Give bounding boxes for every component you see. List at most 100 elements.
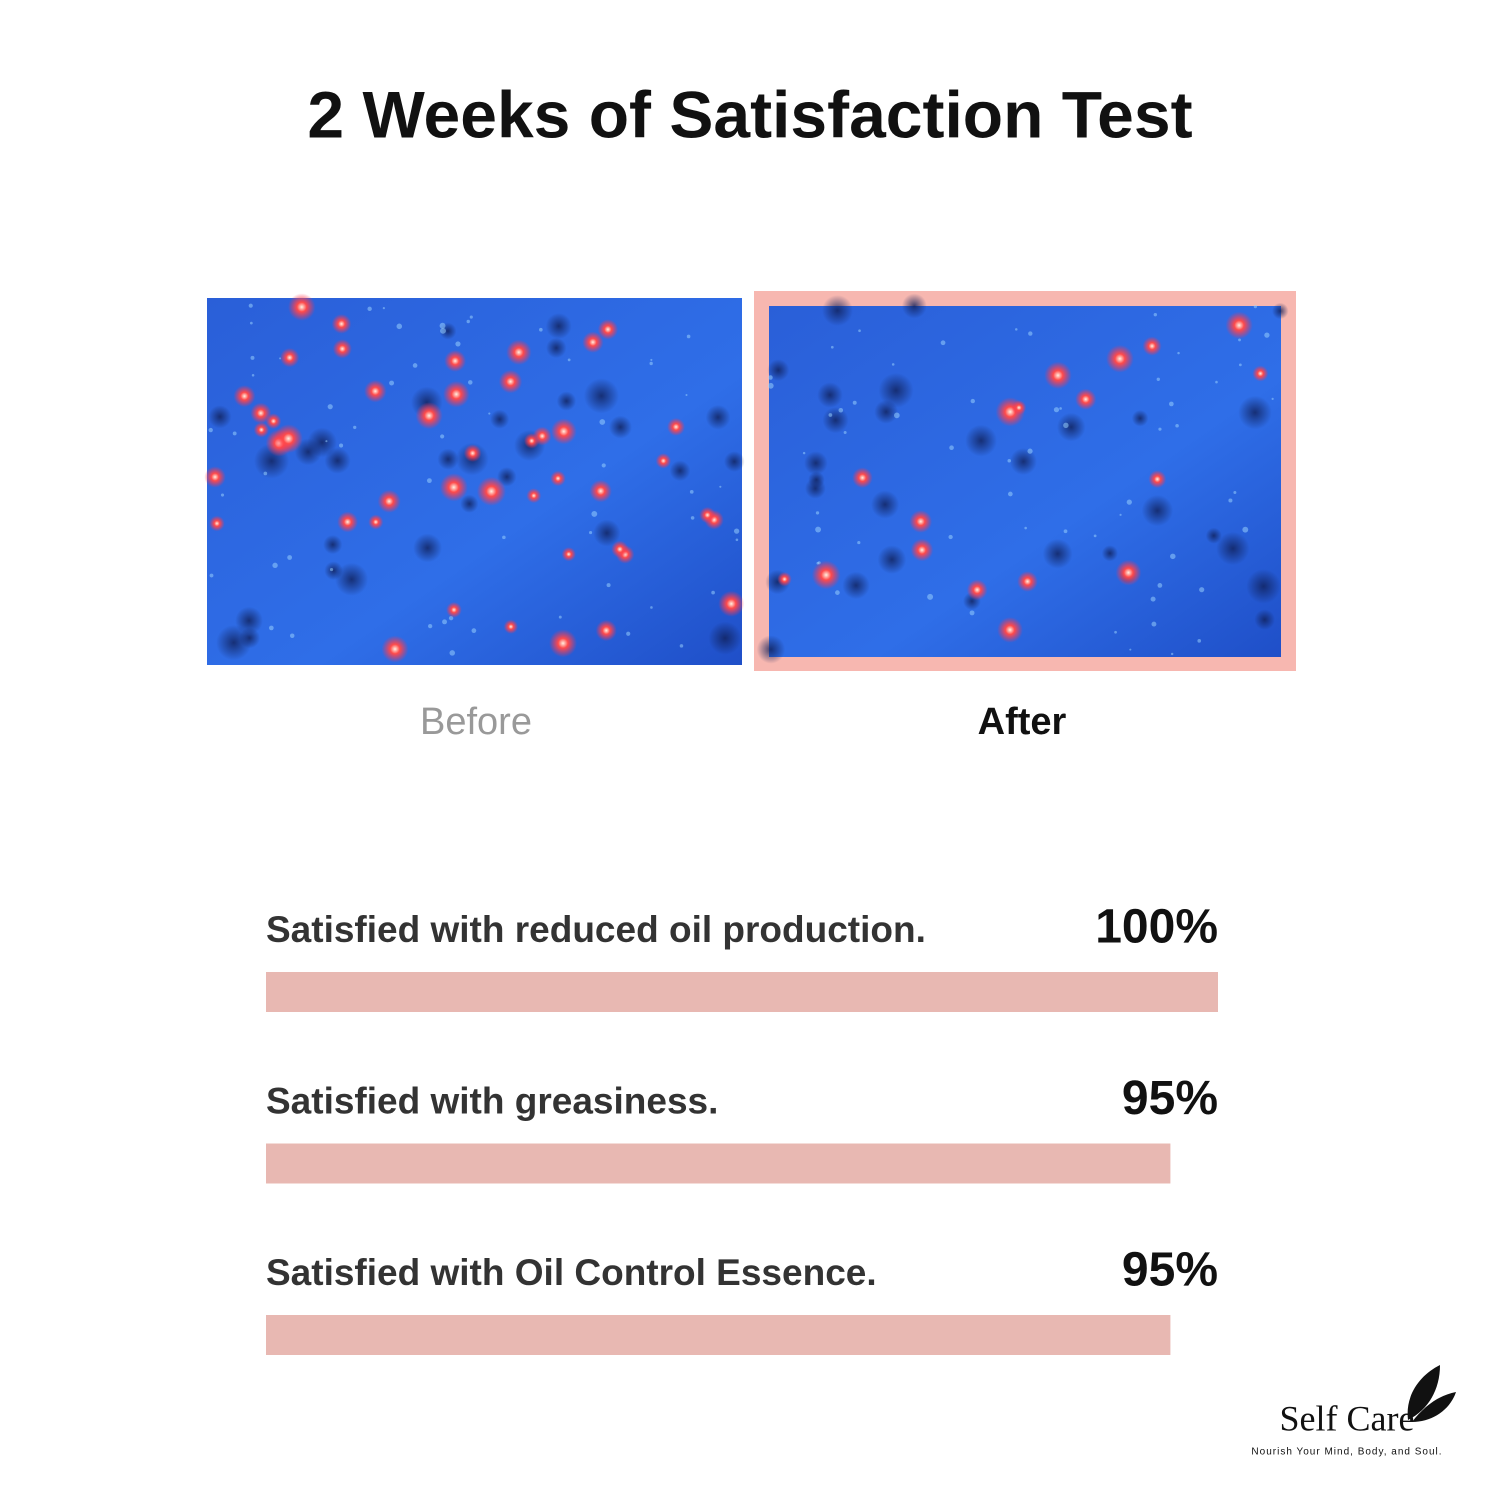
shine <box>539 327 543 332</box>
shine <box>767 382 774 389</box>
pore <box>822 295 853 326</box>
shine <box>412 363 418 368</box>
shine <box>468 380 473 385</box>
pore <box>804 451 828 475</box>
pore <box>437 448 459 470</box>
pore <box>239 627 260 649</box>
red-spot <box>1017 571 1038 592</box>
shine <box>382 306 385 310</box>
pore <box>413 533 443 563</box>
shine <box>263 471 268 476</box>
red-spot <box>368 514 384 530</box>
red-spot <box>550 470 566 487</box>
shine <box>1053 407 1060 413</box>
stat-value: 100% <box>1095 901 1218 954</box>
red-spot <box>503 619 519 634</box>
shine <box>220 493 225 497</box>
pore <box>335 562 369 596</box>
red-spot <box>443 380 470 408</box>
pore <box>1009 448 1037 476</box>
red-spot <box>966 579 988 601</box>
shine <box>689 489 694 494</box>
red-spot <box>777 571 792 587</box>
shine <box>650 606 653 609</box>
pore <box>705 404 731 430</box>
shine <box>830 345 834 349</box>
shine <box>843 430 847 434</box>
shine <box>248 303 253 308</box>
red-spot <box>1252 365 1269 382</box>
red-spot <box>1106 344 1134 373</box>
shine <box>1199 587 1205 593</box>
shine <box>339 443 344 448</box>
shine <box>949 445 954 451</box>
pore <box>490 409 510 429</box>
pore <box>545 313 572 340</box>
red-spot <box>377 489 401 513</box>
shine <box>1238 338 1241 342</box>
shine <box>440 434 445 439</box>
shine <box>970 398 975 404</box>
shine <box>1059 407 1062 410</box>
red-spot <box>337 511 359 533</box>
shine <box>488 412 491 415</box>
pore <box>870 490 900 519</box>
shine <box>389 380 395 386</box>
shine <box>649 361 653 366</box>
shine <box>502 535 506 540</box>
pore <box>307 427 337 458</box>
shine <box>686 334 691 339</box>
pore <box>878 372 914 408</box>
shine <box>891 363 895 366</box>
pore <box>1131 410 1149 427</box>
pore <box>808 471 825 488</box>
shine <box>232 431 237 436</box>
title: 2 Weeks of Satisfaction Test <box>307 77 1192 151</box>
shine <box>1239 363 1242 367</box>
shine <box>1177 351 1180 355</box>
pore <box>460 494 479 513</box>
shine <box>599 419 606 425</box>
shine <box>440 327 446 334</box>
pore <box>1056 412 1086 442</box>
shine <box>1170 652 1174 656</box>
brand-leaf <box>1407 1365 1456 1422</box>
red-spot <box>250 402 272 424</box>
red-spot <box>498 369 523 394</box>
shine <box>948 534 953 540</box>
bar <box>266 972 1218 1012</box>
pore <box>767 359 790 382</box>
before-spots <box>204 293 745 663</box>
shine <box>558 615 562 619</box>
shine <box>1007 491 1013 497</box>
red-spot <box>1075 388 1097 410</box>
red-spot <box>1115 559 1142 586</box>
shine <box>685 394 688 397</box>
pore <box>1101 545 1119 562</box>
red-spot <box>1044 361 1072 390</box>
shine <box>287 555 293 560</box>
shine <box>208 427 213 433</box>
stat-value: 95% <box>1122 1072 1218 1125</box>
red-spot <box>1142 336 1162 356</box>
red-spot <box>265 413 282 429</box>
pore <box>822 407 849 434</box>
shine <box>426 478 432 484</box>
red-spot <box>852 467 873 489</box>
shine <box>439 322 446 329</box>
red-spot <box>439 473 468 502</box>
shine <box>1242 526 1249 533</box>
red-spot <box>561 547 576 562</box>
red-spot <box>549 629 578 658</box>
pore <box>546 337 567 359</box>
shine <box>1153 312 1158 317</box>
shine <box>1007 458 1011 463</box>
shine <box>325 440 328 443</box>
shine <box>1197 639 1202 643</box>
shine <box>442 619 447 625</box>
shine <box>449 650 456 656</box>
shine <box>626 631 631 636</box>
stat-label: Satisfied with greasiness. <box>266 1080 718 1121</box>
pore <box>1216 531 1250 566</box>
